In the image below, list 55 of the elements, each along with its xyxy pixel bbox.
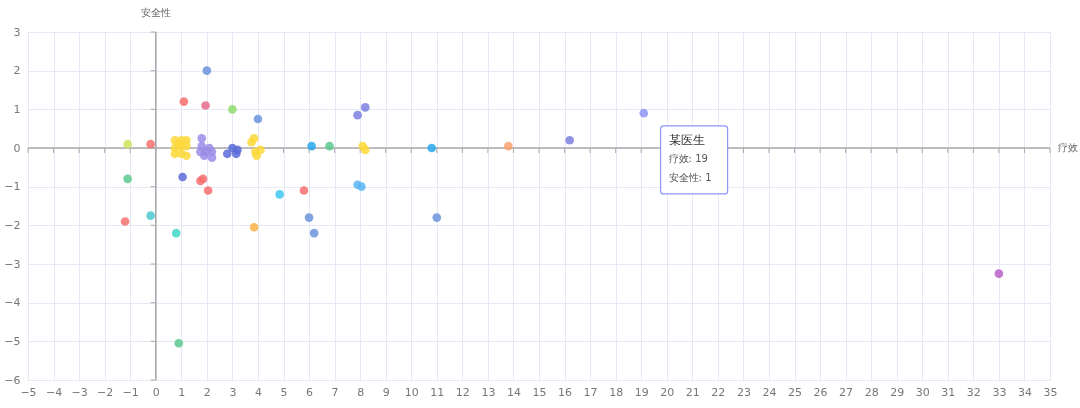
x-tick-label: 29 [890, 385, 905, 399]
x-tick-label: 24 [762, 385, 777, 399]
x-tick-label: 26 [813, 385, 828, 399]
x-tick-label: 18 [609, 385, 624, 399]
y-tick-label: 3 [13, 25, 21, 39]
y-tick-label: −2 [4, 218, 21, 232]
x-tick-label: 32 [966, 385, 981, 399]
x-tick-label: 19 [634, 385, 649, 399]
y-axis-title: 安全性 [140, 7, 171, 18]
x-tick-label: 10 [404, 385, 419, 399]
x-tick-label: −2 [97, 385, 114, 399]
y-tick-label: −3 [4, 257, 21, 271]
x-tick-label: 13 [481, 385, 496, 399]
x-tick-label: 25 [788, 385, 802, 399]
y-tick-label: 2 [13, 64, 21, 78]
y-tick-label: 0 [13, 141, 21, 155]
y-tick-label: −5 [4, 334, 21, 348]
x-tick-label: −3 [71, 385, 88, 399]
x-tick-label: 17 [583, 385, 598, 399]
x-tick-label: 31 [941, 385, 956, 399]
x-tick-label: 2 [203, 385, 211, 399]
x-tick-label: 33 [992, 385, 1007, 399]
x-tick-label: −1 [122, 385, 139, 399]
x-tick-label: 34 [1017, 385, 1032, 399]
y-tick-label: −6 [4, 373, 21, 387]
x-tick-label: 30 [915, 385, 930, 399]
annotation: 某医生 [668, 132, 705, 147]
x-tick-label: 35 [1043, 385, 1058, 399]
x-axis-title: 疗效 [1058, 142, 1078, 153]
x-tick-label: 28 [864, 385, 879, 399]
x-tick-label: 15 [532, 385, 547, 399]
x-tick-label: 4 [254, 385, 262, 399]
annotation: 安全性: 1 [668, 171, 712, 183]
x-tick-label: 11 [430, 385, 445, 399]
x-tick-label: 23 [736, 385, 751, 399]
x-tick-label: 8 [357, 385, 365, 399]
y-tick-label: 1 [13, 102, 21, 116]
x-tick-label: 7 [331, 385, 339, 399]
x-tick-label: 3 [229, 385, 237, 399]
x-tick-label: 14 [506, 385, 521, 399]
x-tick-label: 27 [839, 385, 854, 399]
y-tick-label: −4 [4, 296, 21, 310]
x-tick-label: 16 [558, 385, 573, 399]
y-tick-label: −1 [4, 180, 21, 194]
x-tick-label: −4 [45, 385, 63, 399]
x-tick-label: 6 [306, 385, 314, 399]
x-tick-label: 0 [152, 385, 160, 399]
x-tick-label: 5 [280, 385, 288, 399]
x-tick-label: 22 [711, 385, 726, 399]
annotation: 疗效: 19 [668, 152, 708, 164]
x-tick-label: 9 [382, 385, 390, 399]
x-tick-label: 12 [455, 385, 470, 399]
x-tick-label: 21 [685, 385, 700, 399]
x-tick-label: 1 [178, 385, 186, 399]
x-tick-label: 20 [660, 385, 675, 399]
